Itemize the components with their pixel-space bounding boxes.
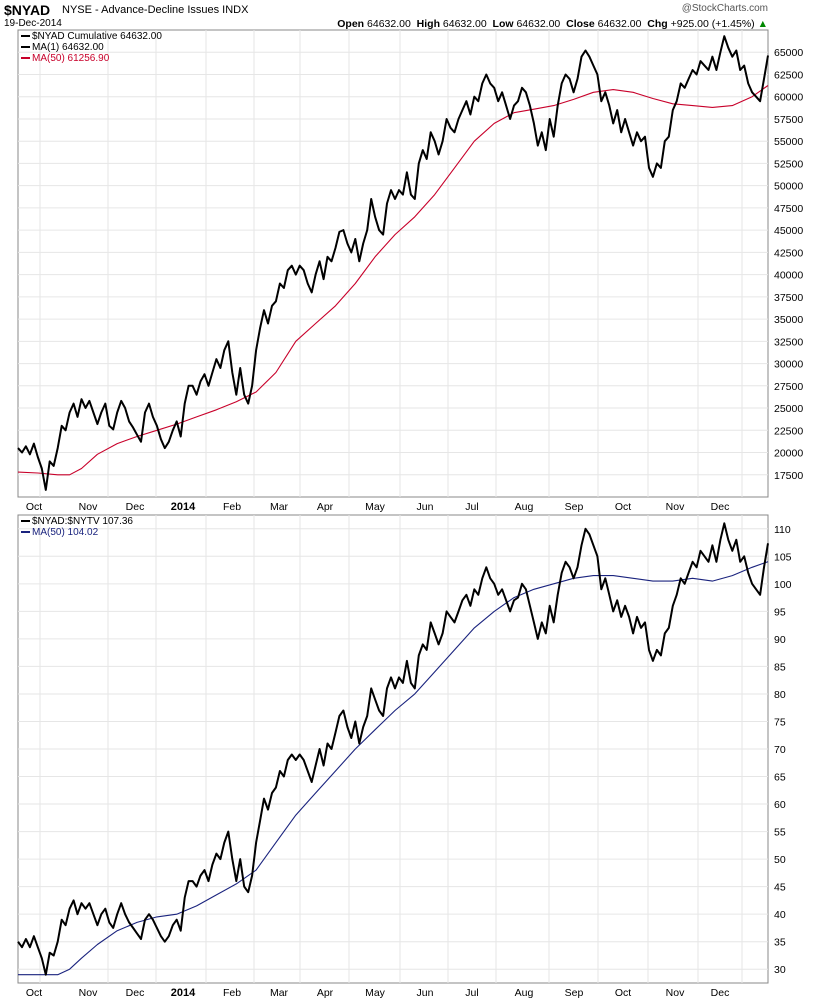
chart-header: $NYAD NYSE - Advance-Decline Issues INDX… bbox=[0, 0, 820, 32]
y-tick-label: 65000 bbox=[774, 47, 803, 59]
x-tick-label: Jul bbox=[465, 501, 478, 513]
x-tick-label: Nov bbox=[666, 501, 685, 513]
x-tick-label: Mar bbox=[270, 501, 289, 513]
symbol-title: $NYAD bbox=[4, 2, 51, 18]
x-tick-label: May bbox=[365, 501, 386, 513]
plot-frame bbox=[17, 29, 769, 498]
x-tick-label: Sep bbox=[565, 987, 584, 999]
high-label: High bbox=[416, 18, 440, 30]
x-tick-label: Oct bbox=[26, 987, 42, 999]
x-tick-label: Jun bbox=[417, 501, 434, 513]
chg-label: Chg bbox=[647, 18, 668, 30]
y-tick-label: 45000 bbox=[774, 225, 803, 237]
x-tick-label: 2014 bbox=[171, 987, 196, 999]
y-tick-label: 95 bbox=[774, 606, 786, 618]
y-tick-label: 55 bbox=[774, 827, 786, 839]
y-tick-label: 25000 bbox=[774, 403, 803, 415]
up-arrow-icon: ▲ bbox=[757, 18, 768, 30]
y-tick-label: 30000 bbox=[774, 359, 803, 371]
chart-date: 19-Dec-2014 bbox=[4, 18, 62, 29]
y-tick-label: 35000 bbox=[774, 314, 803, 326]
close-value: 64632.00 bbox=[597, 18, 642, 30]
chart-panel-2: 30 35 40 45 50 55 60 65 70 75 80 85 90 95 100 105 110 Oct… bbox=[17, 514, 792, 999]
x-tick-label: Apr bbox=[317, 501, 334, 513]
x-tick-label: Oct bbox=[26, 501, 42, 513]
x-tick-label: Feb bbox=[223, 987, 241, 999]
low-value: 64632.00 bbox=[516, 18, 561, 30]
y-tick-label: 65 bbox=[774, 772, 786, 784]
legend-entry: MA(50) 104.02 bbox=[32, 527, 99, 538]
x-tick-label: Sep bbox=[565, 501, 584, 513]
y-tick-label: 45 bbox=[774, 882, 786, 894]
x-tick-label: Oct bbox=[615, 987, 631, 999]
y-tick-label: 105 bbox=[774, 551, 792, 563]
x-tick-label: Nov bbox=[79, 501, 98, 513]
quote-line: Open 64632.00 High 64632.00 Low 64632.00… bbox=[337, 18, 768, 30]
x-tick-label: Nov bbox=[666, 987, 685, 999]
y-tick-label: 17500 bbox=[774, 470, 803, 482]
y-tick-label: 35 bbox=[774, 937, 786, 949]
y-tick-label: 80 bbox=[774, 689, 786, 701]
x-tick-label: Dec bbox=[711, 501, 730, 513]
legend-entry: MA(1) 64632.00 bbox=[32, 42, 104, 53]
legend-entry: $NYAD:$NYTV 107.36 bbox=[32, 516, 133, 527]
y-tick-label: 42500 bbox=[774, 247, 803, 259]
y-tick-label: 40000 bbox=[774, 270, 803, 282]
y-tick-label: 62500 bbox=[774, 69, 803, 81]
series-line-ma50 bbox=[17, 85, 769, 476]
y-tick-label: 70 bbox=[774, 744, 786, 756]
x-tick-label: 2014 bbox=[171, 501, 196, 513]
chart-panel-1: 17500 20000 22500 25000 27500 30000 32500 35000… bbox=[17, 29, 803, 513]
y-tick-label: 90 bbox=[774, 634, 786, 646]
watermark: @StockCharts.com bbox=[681, 3, 768, 14]
y-tick-label: 40 bbox=[774, 909, 786, 921]
x-tick-label: Apr bbox=[317, 987, 334, 999]
high-value: 64632.00 bbox=[442, 18, 487, 30]
y-tick-label: 50000 bbox=[774, 181, 803, 193]
x-tick-label: May bbox=[365, 987, 386, 999]
x-tick-label: Aug bbox=[515, 501, 534, 513]
y-tick-label: 55000 bbox=[774, 136, 803, 148]
legend-entry: MA(50) 61256.90 bbox=[32, 53, 110, 64]
series-line-main bbox=[17, 522, 769, 976]
y-tick-label: 50 bbox=[774, 854, 786, 866]
x-tick-label: Nov bbox=[79, 987, 98, 999]
x-tick-label: Mar bbox=[270, 987, 289, 999]
x-tick-label: Dec bbox=[711, 987, 730, 999]
series-line-main bbox=[17, 35, 769, 491]
y-tick-label: 37500 bbox=[774, 292, 803, 304]
y-tick-label: 22500 bbox=[774, 425, 803, 437]
y-tick-label: 60000 bbox=[774, 92, 803, 104]
y-tick-label: 30 bbox=[774, 964, 786, 976]
x-tick-label: Jul bbox=[465, 987, 478, 999]
y-tick-label: 85 bbox=[774, 661, 786, 673]
open-label: Open bbox=[337, 18, 365, 30]
open-value: 64632.00 bbox=[367, 18, 411, 30]
series-line-ma50 bbox=[18, 561, 769, 976]
y-tick-label: 75 bbox=[774, 716, 786, 728]
y-tick-label: 27500 bbox=[774, 381, 803, 393]
y-tick-label: 110 bbox=[774, 524, 791, 536]
y-tick-label: 57500 bbox=[774, 114, 803, 126]
y-tick-label: 20000 bbox=[774, 448, 803, 460]
chg-value: +925.00 (+1.45%) bbox=[670, 18, 755, 30]
y-tick-label: 100 bbox=[774, 579, 792, 591]
x-tick-label: Dec bbox=[126, 987, 145, 999]
x-tick-label: Aug bbox=[515, 987, 534, 999]
y-tick-label: 52500 bbox=[774, 158, 803, 170]
close-label: Close bbox=[566, 18, 595, 30]
y-tick-label: 32500 bbox=[774, 336, 803, 348]
x-tick-label: Dec bbox=[126, 501, 145, 513]
x-tick-label: Feb bbox=[223, 501, 241, 513]
x-tick-label: Oct bbox=[615, 501, 631, 513]
legend-entry: $NYAD Cumulative 64632.00 bbox=[32, 31, 162, 42]
y-tick-label: 60 bbox=[774, 799, 786, 811]
x-tick-label: Jun bbox=[417, 987, 434, 999]
y-tick-label: 47500 bbox=[774, 203, 803, 215]
symbol-description: NYSE - Advance-Decline Issues INDX bbox=[62, 4, 249, 16]
low-label: Low bbox=[492, 18, 514, 30]
